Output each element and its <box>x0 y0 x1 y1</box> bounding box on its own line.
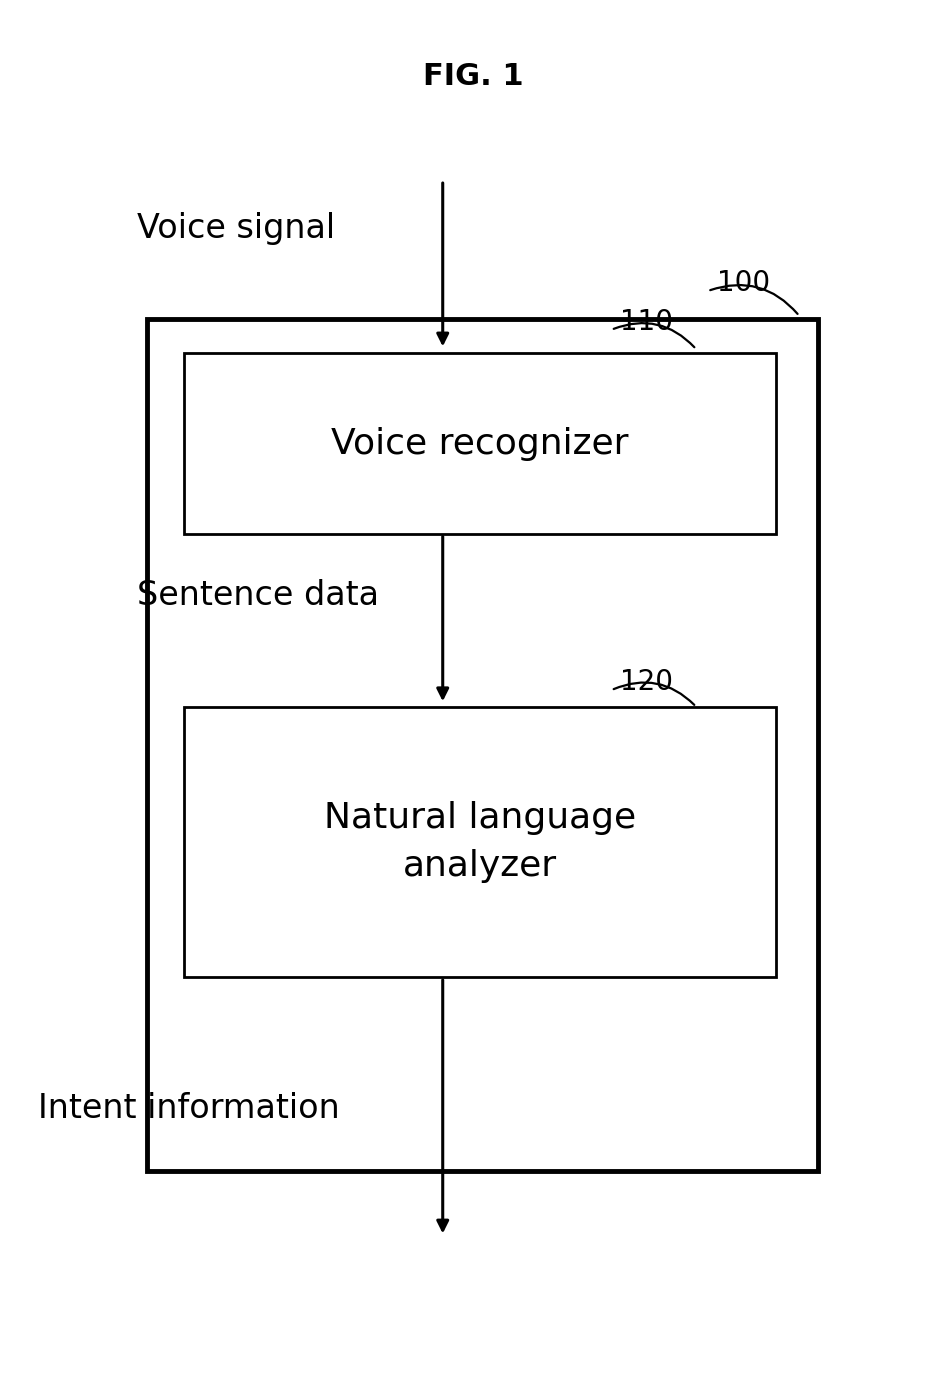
Text: Natural language
analyzer: Natural language analyzer <box>324 801 636 883</box>
Bar <box>184 707 776 977</box>
Text: Sentence data: Sentence data <box>137 579 379 613</box>
Text: 100: 100 <box>717 269 770 297</box>
Bar <box>184 353 776 534</box>
Text: Intent information: Intent information <box>38 1092 340 1125</box>
Text: Voice signal: Voice signal <box>137 212 335 245</box>
Bar <box>147 319 818 1171</box>
Text: 120: 120 <box>620 668 673 696</box>
Text: 110: 110 <box>620 308 673 335</box>
Text: FIG. 1: FIG. 1 <box>423 62 523 90</box>
Text: Voice recognizer: Voice recognizer <box>331 427 629 460</box>
